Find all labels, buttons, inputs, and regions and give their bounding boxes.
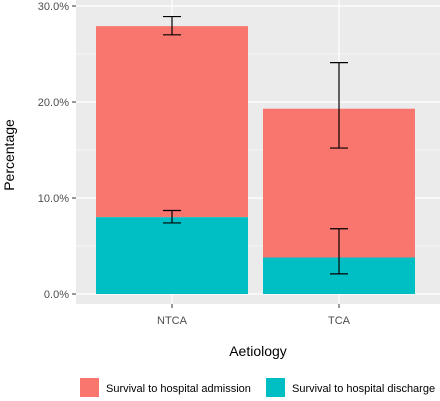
error-bar-admission-tca — [330, 62, 348, 149]
legend-label: Survival to hospital discharge — [292, 383, 435, 395]
legend-key — [80, 378, 99, 397]
x-axis-ticks: NTCA TCA — [157, 304, 351, 327]
error-bar-discharge-tca — [330, 228, 348, 275]
y-tick-label: 0.0% — [44, 289, 69, 301]
bar-admission-ntca — [96, 26, 248, 218]
y-tick-label: 20.0% — [38, 97, 69, 109]
legend-label: Survival to hospital admission — [106, 383, 251, 395]
legend-key — [266, 378, 285, 397]
error-bars — [163, 15, 348, 275]
y-axis-title: Percentage — [1, 119, 17, 191]
y-tick-label: 10.0% — [38, 193, 69, 205]
x-tick-label: NTCA — [157, 315, 188, 327]
y-tick-label: 30.0% — [38, 1, 69, 13]
x-tick-label: TCA — [328, 315, 351, 327]
x-axis-title: Aetiology — [229, 343, 287, 359]
y-axis-ticks: 0.0% 10.0% 20.0% 30.0% — [38, 1, 76, 301]
bar-discharge-ntca — [96, 217, 248, 294]
legend-item-admission: Survival to hospital admission — [80, 378, 251, 397]
error-bar-admission-ntca — [163, 15, 181, 36]
legend-item-discharge: Survival to hospital discharge — [266, 378, 435, 397]
legend: Survival to hospital admission Survival t… — [80, 378, 435, 397]
bars — [96, 26, 415, 294]
error-bar-discharge-ntca — [163, 209, 181, 224]
